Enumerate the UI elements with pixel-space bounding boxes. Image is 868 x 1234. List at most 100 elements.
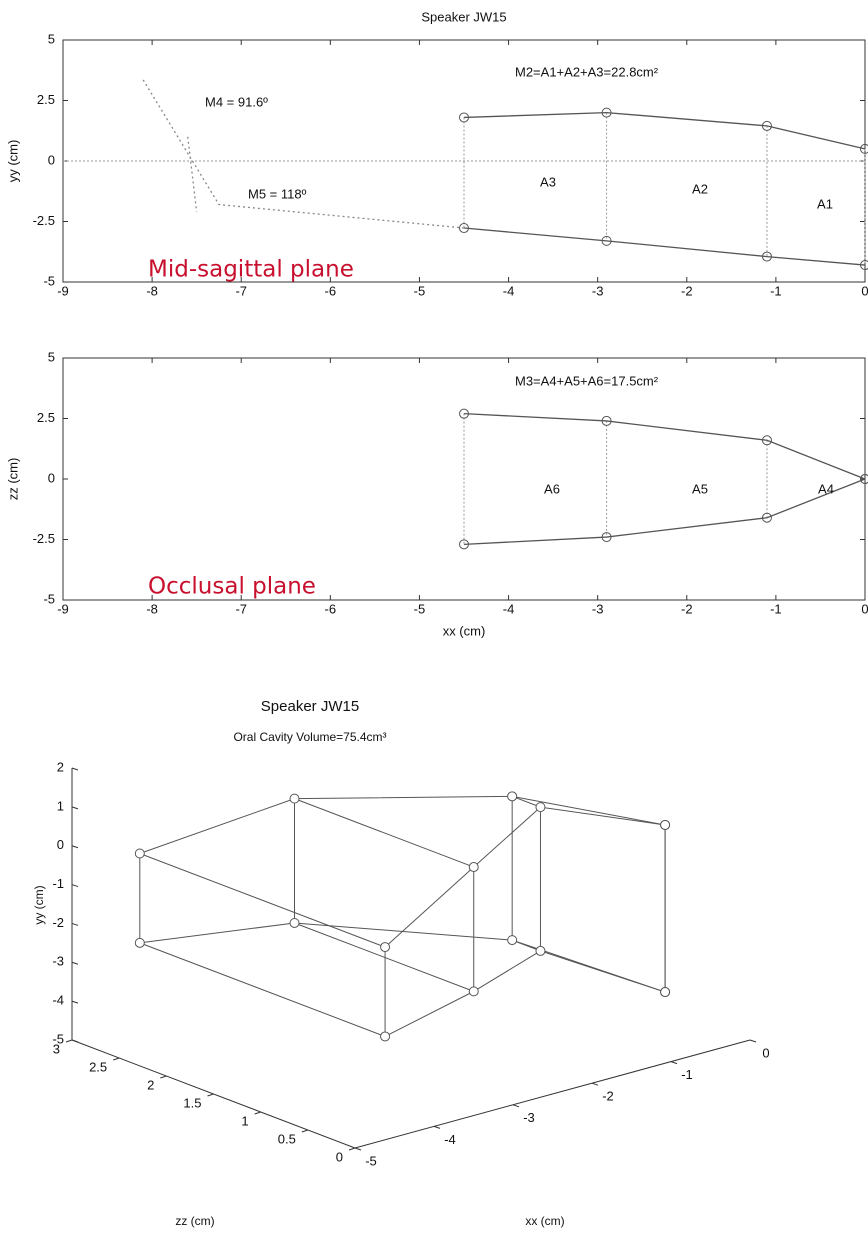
x-tick-label: 0 <box>861 283 868 298</box>
annotation: A3 <box>540 174 556 189</box>
y-tick <box>71 1000 79 1004</box>
z-tick <box>301 1129 308 1133</box>
vertex <box>660 987 671 998</box>
marker <box>459 112 469 123</box>
x-tick-label: -9 <box>57 601 69 616</box>
y-axis-label: yy (cm) <box>32 885 46 924</box>
annotation: A6 <box>544 481 560 496</box>
wire-line <box>139 795 666 854</box>
z-tick <box>65 1039 73 1043</box>
edge <box>511 795 541 808</box>
marker <box>601 532 612 543</box>
y-tick <box>71 1039 79 1043</box>
y-tick-label: -2.5 <box>33 531 55 546</box>
x-tick-label: -3 <box>592 601 604 616</box>
vertex <box>468 986 479 997</box>
z-tick-label: 0.5 <box>278 1131 296 1146</box>
y-tick-label: 2.5 <box>37 410 55 425</box>
x-tick-label: -6 <box>325 601 337 616</box>
x-axis <box>354 1039 751 1149</box>
wire-line <box>384 806 666 948</box>
series-line <box>142 79 465 229</box>
x-tick-label: -2 <box>681 601 693 616</box>
annotation: A4 <box>818 481 834 496</box>
z-tick <box>113 1057 120 1061</box>
vertex <box>507 935 518 946</box>
z-tick <box>207 1093 214 1097</box>
z-tick-label: 2.5 <box>89 1059 107 1074</box>
vertex <box>535 945 546 956</box>
y-tick-label: 5 <box>48 349 55 364</box>
y-tick-label: 0 <box>48 152 55 167</box>
marker <box>601 107 612 118</box>
vertex <box>289 917 300 928</box>
chart-subtitle: Oral Cavity Volume=75.4cm³ <box>233 730 386 744</box>
y-tick-label: -5 <box>43 273 55 288</box>
y-axis-label: zz (cm) <box>5 458 20 501</box>
z-tick-label: 0 <box>336 1149 343 1164</box>
y-tick-label: 0 <box>57 837 64 852</box>
x-tick-label: -3 <box>523 1110 535 1125</box>
y-tick-label: -1 <box>52 876 64 891</box>
x-tick-label: -2 <box>602 1089 614 1104</box>
y-tick-label: 0 <box>48 470 55 485</box>
z-tick-label: 2 <box>147 1077 154 1092</box>
vertex <box>134 848 145 859</box>
x-tick <box>670 1061 678 1065</box>
x-tick-label: -8 <box>146 283 158 298</box>
series-line <box>463 478 866 545</box>
y-tick-label: -3 <box>52 954 64 969</box>
vertex <box>380 1031 391 1042</box>
x-tick-label: -7 <box>235 283 247 298</box>
x-tick-label: -7 <box>235 601 247 616</box>
x-tick-label: -2 <box>681 283 693 298</box>
y-tick-label: -4 <box>52 993 64 1008</box>
x-tick <box>512 1104 520 1108</box>
y-tick-label: -2 <box>52 915 64 930</box>
marker <box>860 474 868 484</box>
y-tick-label: 2.5 <box>37 92 55 107</box>
edge <box>294 922 474 992</box>
x-tick-label: -4 <box>503 283 515 298</box>
y-axis-label: yy (cm) <box>5 140 20 183</box>
annotation: A1 <box>817 196 833 211</box>
x-tick-label: -5 <box>414 601 426 616</box>
edge <box>139 942 386 1037</box>
x-tick-label: -1 <box>681 1067 693 1082</box>
annotation: A2 <box>692 181 708 196</box>
marker <box>761 120 772 131</box>
marker <box>601 415 612 426</box>
wire-line <box>139 922 666 993</box>
x-tick-label: 0 <box>762 1045 769 1060</box>
vertex <box>289 793 300 804</box>
x-tick-label: -5 <box>365 1153 377 1168</box>
z-tick <box>160 1075 167 1079</box>
marker <box>860 260 868 271</box>
annotation: A5 <box>692 481 708 496</box>
vertex <box>380 942 391 953</box>
marker <box>860 143 868 154</box>
x-axis-label: xx (cm) <box>443 623 486 638</box>
vertex <box>660 819 671 830</box>
y-tick-label: 1 <box>57 798 64 813</box>
x-tick-label: -1 <box>770 283 782 298</box>
marker <box>761 435 772 446</box>
x-axis-label: xx (cm) <box>525 1214 564 1228</box>
x-tick-label: -8 <box>146 601 158 616</box>
series-line <box>463 227 866 266</box>
x-tick <box>591 1082 599 1086</box>
series-line <box>187 136 198 212</box>
x-tick-label: 0 <box>861 601 868 616</box>
y-tick-label: -5 <box>52 1031 64 1046</box>
annotation: M2=A1+A2+A3=22.8cm² <box>515 64 659 79</box>
y-tick-label: -2.5 <box>33 213 55 228</box>
z-tick-label: 1.5 <box>183 1095 201 1110</box>
annotation: M3=A4+A5+A6=17.5cm² <box>515 373 659 388</box>
marker <box>459 223 469 234</box>
y-tick-label: 2 <box>57 759 64 774</box>
edge <box>294 798 474 868</box>
y-tick-label: 5 <box>48 31 55 46</box>
y-tick <box>71 961 79 965</box>
marker <box>601 235 612 246</box>
x-tick-label: -6 <box>325 283 337 298</box>
